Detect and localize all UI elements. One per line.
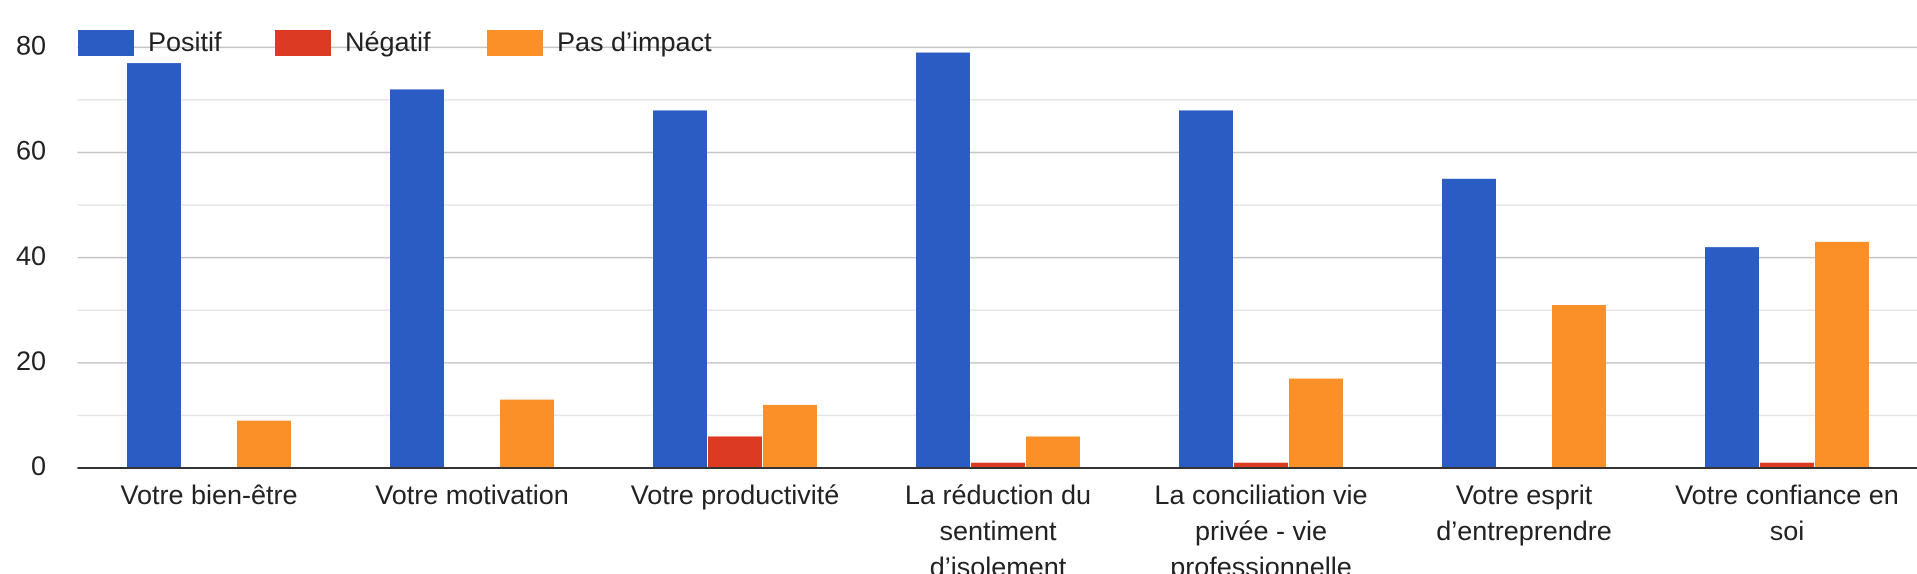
x-tick-label: Votre bien-être (120, 480, 298, 510)
x-tick-label: Votre productivité (630, 480, 840, 510)
legend-label: Pas d’impact (557, 27, 712, 57)
x-tick-label: La réduction du sentiment d’isolement (904, 480, 1092, 574)
bar (763, 404, 817, 468)
bar (1705, 247, 1759, 468)
bar (237, 420, 291, 468)
bar (1026, 436, 1080, 468)
bar (500, 399, 554, 468)
bar (1289, 378, 1343, 468)
legend-label: Positif (148, 27, 222, 57)
bar (653, 110, 707, 468)
bar (1815, 241, 1869, 468)
bar (390, 89, 444, 469)
bar (971, 462, 1025, 468)
legend-swatch (275, 30, 331, 56)
bar (1442, 178, 1496, 469)
legend-label: Négatif (345, 27, 431, 57)
x-tick-label: Votre esprit d’entreprendre (1436, 480, 1612, 546)
x-tick-label: Votre confiance en soi (1675, 480, 1899, 546)
bar (1760, 462, 1814, 468)
x-tick-label: La conciliation vie privée - vie profess… (1154, 480, 1368, 574)
bar (1552, 304, 1606, 468)
bar (1234, 462, 1288, 468)
x-tick-label: Votre motivation (375, 480, 569, 510)
legend-swatch (487, 30, 543, 56)
legend-swatch (78, 30, 134, 56)
bar (127, 63, 181, 468)
bar (708, 436, 762, 468)
y-tick-label: 80 (16, 30, 46, 60)
y-tick-label: 0 (31, 451, 46, 481)
y-tick-label: 20 (16, 346, 46, 376)
y-tick-label: 60 (16, 136, 46, 166)
bar (1179, 110, 1233, 468)
bar (916, 52, 970, 469)
y-tick-label: 40 (16, 241, 46, 271)
